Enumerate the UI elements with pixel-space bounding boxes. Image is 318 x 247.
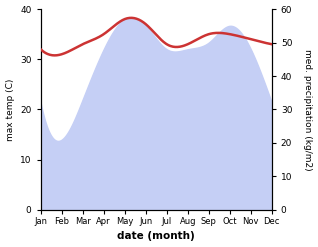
Y-axis label: med. precipitation (kg/m2): med. precipitation (kg/m2) <box>303 49 313 170</box>
X-axis label: date (month): date (month) <box>117 231 195 242</box>
Y-axis label: max temp (C): max temp (C) <box>5 78 15 141</box>
